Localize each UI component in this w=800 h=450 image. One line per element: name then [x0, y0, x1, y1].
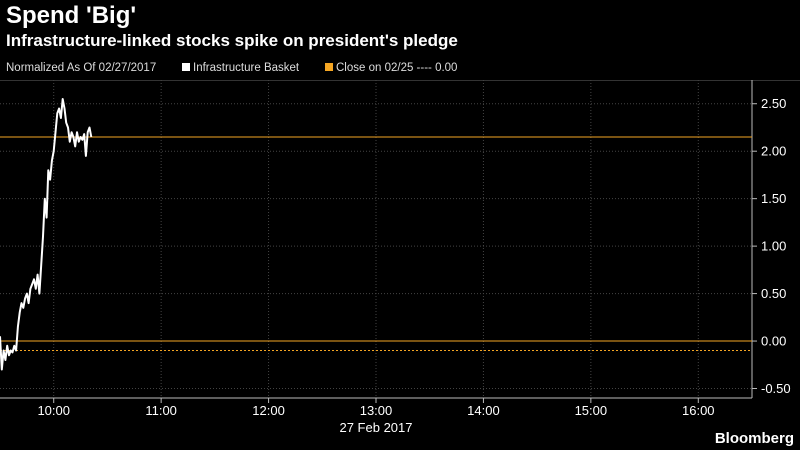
chart-title: Spend 'Big': [6, 2, 137, 29]
x-tick-label: 10:00: [37, 403, 70, 418]
chart-plot: 10:00 11:00 12:00 13:00 14:00 15:00 16:00 27 Fe…: [0, 80, 791, 435]
series-line-infrastructure-basket: [0, 98, 93, 371]
legend-series-entry: Infrastructure Basket: [182, 62, 299, 74]
y-tick-label: 0.50: [761, 286, 786, 301]
y-tick-label: -0.50: [761, 381, 791, 396]
legend-series-label: Infrastructure Basket: [193, 62, 300, 74]
y-tick-label: 2.50: [761, 96, 786, 111]
legend-close-label: Close on 02/25 ---- 0.00: [336, 62, 458, 74]
x-tick-label: 14:00: [467, 403, 500, 418]
y-tick-label: 0.00: [761, 334, 786, 349]
x-date-label: 27 Feb 2017: [339, 420, 412, 435]
chart-subtitle: Infrastructure-linked stocks spike on pr…: [6, 31, 458, 50]
y-tick-label: 2.00: [761, 144, 786, 159]
y-tick-label: 1.00: [761, 239, 786, 254]
x-tick-label: 15:00: [575, 403, 608, 418]
legend-series-swatch-icon: [182, 63, 190, 71]
legend-bar: Normalized As Of 02/27/2017 Infrastructu…: [0, 58, 800, 81]
x-tick-label: 16:00: [682, 403, 715, 418]
x-tick-label: 12:00: [252, 403, 285, 418]
y-tick-label: 1.50: [761, 191, 786, 206]
x-tick-label: 13:00: [360, 403, 393, 418]
x-tick-label: 11:00: [145, 403, 177, 418]
bloomberg-logo: Bloomberg: [714, 430, 794, 447]
legend-normalized-label: Normalized As Of 02/27/2017: [6, 62, 157, 74]
legend-close-entry: Close on 02/25 ---- 0.00: [325, 62, 457, 74]
legend-close-swatch-icon: [325, 63, 333, 71]
